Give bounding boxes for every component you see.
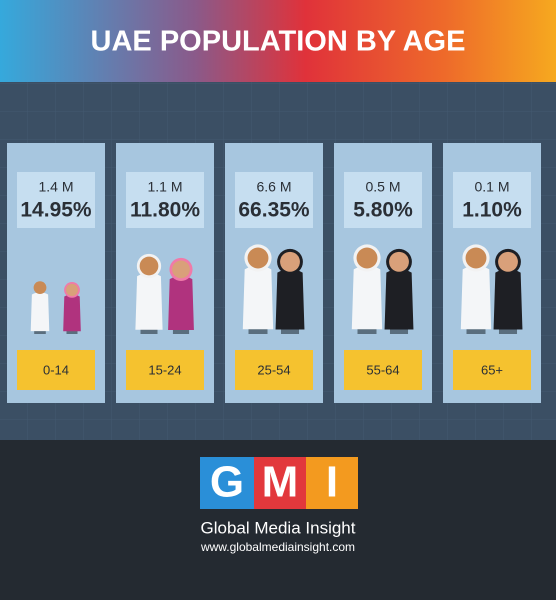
age-box xyxy=(235,350,313,390)
age-card: 0.5 M 5.80% 55-64 xyxy=(334,143,432,403)
population: 6.6 M xyxy=(256,179,291,195)
age-label: 15-24 xyxy=(148,362,181,377)
age-label: 65+ xyxy=(481,362,503,377)
age-card: 1.1 M 11.80% 15-24 xyxy=(116,143,214,403)
title: UAE POPULATION BY AGE xyxy=(91,26,466,58)
figure-body xyxy=(135,272,163,330)
company-url: www.globalmediainsight.com xyxy=(200,540,355,554)
figure-body xyxy=(351,265,383,330)
figure-body xyxy=(63,294,81,332)
logo-m-box xyxy=(254,457,306,509)
logo-letter: M xyxy=(262,458,299,507)
figure-body xyxy=(460,265,492,330)
figure-head xyxy=(33,281,47,294)
stat-box xyxy=(126,172,204,228)
population: 1.4 M xyxy=(38,179,73,195)
age-box xyxy=(344,350,422,390)
age-card: 0.1 M 1.10% 65+ xyxy=(443,143,541,403)
stat-box xyxy=(17,172,95,228)
age-label: 0-14 xyxy=(43,362,69,377)
figure-head xyxy=(247,247,269,269)
age-box xyxy=(126,350,204,390)
percentage: 14.95% xyxy=(20,199,92,222)
stat-box xyxy=(344,172,422,228)
figure-body xyxy=(168,275,194,330)
company-name: Global Media Insight xyxy=(201,518,356,537)
cards: 1.4 M 14.95% 0-14 1.1 M 11.80% 15-24 6.6 M 66.3… xyxy=(7,143,541,403)
figure-body xyxy=(30,292,50,332)
percentage: 1.10% xyxy=(462,199,522,222)
figure-head xyxy=(465,247,487,269)
figure-head xyxy=(139,256,159,276)
age-box xyxy=(453,350,531,390)
figure-body xyxy=(242,265,274,330)
logo-letter: G xyxy=(210,458,244,507)
figure-head xyxy=(356,247,378,269)
figure-body xyxy=(384,269,414,330)
age-box xyxy=(17,350,95,390)
figure-head xyxy=(280,251,300,272)
population: 0.1 M xyxy=(474,179,509,195)
population: 1.1 M xyxy=(147,179,182,195)
percentage: 66.35% xyxy=(238,199,310,222)
stat-box xyxy=(453,172,531,228)
percentage: 11.80% xyxy=(130,199,200,222)
logo-g-box xyxy=(200,457,254,509)
figure-head xyxy=(389,251,409,272)
logo-letter: I xyxy=(326,458,338,507)
logo-i-box xyxy=(306,457,358,509)
figure-head xyxy=(65,283,79,296)
figure-head xyxy=(172,260,190,279)
logo: G M I xyxy=(200,457,358,509)
age-label: 55-64 xyxy=(366,362,399,377)
age-card: 1.4 M 14.95% 0-14 xyxy=(7,143,105,403)
population: 0.5 M xyxy=(365,179,400,195)
age-card: 6.6 M 66.35% 25-54 xyxy=(225,143,323,403)
stat-box xyxy=(235,172,313,228)
figure-body xyxy=(493,269,523,330)
header-banner xyxy=(0,0,556,82)
figure-body xyxy=(275,269,305,330)
figure-head xyxy=(498,251,518,272)
percentage: 5.80% xyxy=(353,199,413,222)
age-label: 25-54 xyxy=(257,362,290,377)
